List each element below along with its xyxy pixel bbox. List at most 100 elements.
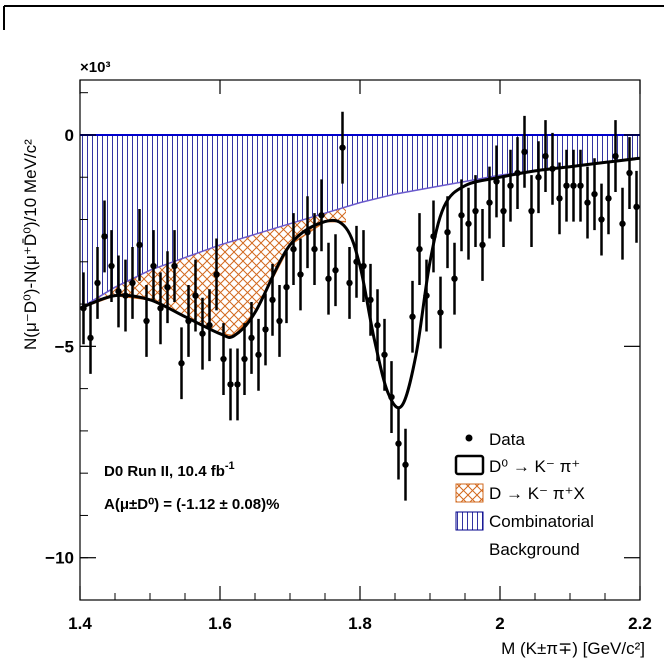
legend-signal-label: D⁰ → K⁻ π⁺ xyxy=(489,457,580,476)
annotation-run: D0 Run II, 10.4 fb-1 xyxy=(104,460,235,480)
data-point-marker xyxy=(465,220,472,227)
data-points xyxy=(80,111,640,501)
data-point-marker xyxy=(290,245,297,253)
data-point-marker xyxy=(451,275,458,282)
data-point xyxy=(213,238,220,311)
data-point-marker xyxy=(402,461,409,468)
data-point-marker xyxy=(395,440,402,447)
y-tick-label: 0 xyxy=(65,126,74,145)
data-point xyxy=(437,276,444,349)
data-point xyxy=(185,285,192,357)
legend-background-label: Background xyxy=(489,540,580,559)
legend-entry-data: Data xyxy=(465,430,525,449)
data-point xyxy=(192,259,199,332)
data-point-marker xyxy=(234,381,241,388)
data-point xyxy=(402,428,409,501)
annotation-asymmetry: A(μ±D⁰) = (-1.12 ± 0.08)% xyxy=(104,496,279,513)
data-point-marker xyxy=(577,182,584,189)
data-point xyxy=(577,149,584,222)
data-point xyxy=(311,213,318,286)
data-point xyxy=(227,348,234,421)
data-point xyxy=(171,230,178,302)
data-point-marker xyxy=(486,199,493,206)
data-point-marker xyxy=(94,279,101,287)
data-point xyxy=(87,301,94,374)
data-point-marker xyxy=(360,262,367,270)
x-tick-label: 2 xyxy=(495,614,504,633)
data-point-marker xyxy=(535,174,542,181)
y-axis-label: N(μ⁻D⁰)-N(μ⁺D̄⁰)/10 MeV/c² xyxy=(21,139,40,350)
data-point xyxy=(570,149,577,222)
data-point-marker xyxy=(171,262,178,270)
data-point-marker xyxy=(458,212,465,219)
data-point-marker xyxy=(479,241,486,249)
legend-data-label: Data xyxy=(489,430,525,449)
data-point-marker xyxy=(598,216,605,223)
data-point-marker xyxy=(416,245,423,253)
data-point-marker xyxy=(199,330,206,337)
y-tick-label: −10 xyxy=(45,549,74,568)
data-point-marker xyxy=(507,182,514,189)
data-point xyxy=(409,280,416,353)
legend-entry-signal: D⁰ → K⁻ π⁺ xyxy=(454,454,580,476)
y-axis-ticks: 0 −5 −10 xyxy=(45,92,640,601)
x-tick-label: 1.6 xyxy=(208,614,232,633)
data-point xyxy=(283,251,290,324)
data-point xyxy=(549,132,556,205)
data-point xyxy=(122,259,129,332)
data-point xyxy=(262,293,269,366)
data-point-marker xyxy=(563,182,570,189)
data-point xyxy=(423,259,430,332)
data-point-marker xyxy=(178,360,185,367)
data-point-marker xyxy=(241,355,248,363)
data-point xyxy=(234,348,241,421)
data-point xyxy=(346,246,353,319)
y-tick-label: −5 xyxy=(55,337,74,356)
data-point-marker xyxy=(248,334,255,342)
data-point xyxy=(255,318,262,391)
legend-partial-box xyxy=(455,483,484,503)
data-point xyxy=(528,175,535,247)
data-point xyxy=(199,297,206,370)
data-point-marker xyxy=(122,292,129,299)
signal-fit-curve xyxy=(80,156,640,410)
data-point xyxy=(157,272,164,345)
data-point xyxy=(374,289,381,362)
legend-combinatorial-label: Combinatorial xyxy=(489,512,594,531)
data-point-marker xyxy=(115,288,122,295)
data-point-marker xyxy=(311,245,318,253)
data-point xyxy=(143,285,150,357)
data-point-marker xyxy=(444,228,451,236)
x-tick-label: 1.8 xyxy=(348,614,372,633)
data-point-marker xyxy=(570,182,577,189)
data-point xyxy=(94,246,101,319)
data-point xyxy=(248,301,255,374)
data-point-marker xyxy=(101,233,108,240)
combinatorial-background-area xyxy=(80,134,640,309)
data-point-marker xyxy=(143,317,150,325)
data-point xyxy=(416,213,423,286)
data-point xyxy=(465,187,472,260)
data-point-marker xyxy=(129,279,136,287)
data-point xyxy=(612,120,619,193)
data-point-marker xyxy=(164,283,171,291)
data-point-marker xyxy=(157,305,164,312)
data-point-marker xyxy=(612,152,619,160)
data-point-marker xyxy=(549,165,556,172)
data-point xyxy=(353,225,360,298)
data-point-marker xyxy=(325,275,332,282)
data-point xyxy=(633,170,640,243)
data-point xyxy=(563,149,570,222)
data-point xyxy=(108,230,115,302)
data-point xyxy=(290,213,297,286)
data-point xyxy=(220,323,227,395)
partial-reco-area xyxy=(80,206,346,336)
data-point-marker xyxy=(283,283,290,291)
legend-combinatorial-box xyxy=(455,511,484,531)
data-point xyxy=(444,196,451,269)
legend-partial-label: D → K⁻ π⁺X xyxy=(489,484,585,503)
data-point-marker xyxy=(374,322,381,329)
data-point xyxy=(297,238,304,311)
data-point xyxy=(514,137,521,209)
